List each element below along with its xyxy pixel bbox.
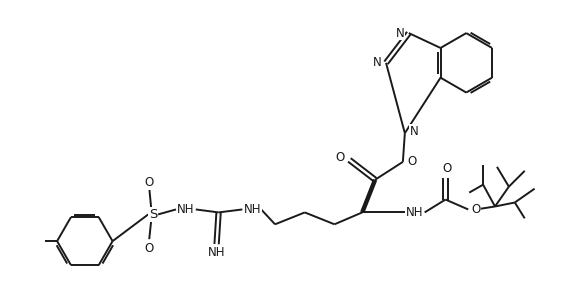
Text: NH: NH (243, 203, 261, 216)
Text: N: N (373, 56, 382, 69)
Text: S: S (149, 208, 157, 221)
Text: N: N (396, 27, 404, 40)
Text: O: O (144, 242, 154, 255)
Text: O: O (472, 203, 481, 216)
Text: NH: NH (406, 206, 424, 219)
Text: NH: NH (177, 203, 194, 216)
Text: O: O (336, 152, 345, 164)
Text: O: O (144, 176, 154, 189)
Text: O: O (443, 162, 452, 175)
Text: NH: NH (208, 245, 225, 259)
Text: N: N (409, 125, 418, 138)
Text: O: O (407, 155, 416, 168)
